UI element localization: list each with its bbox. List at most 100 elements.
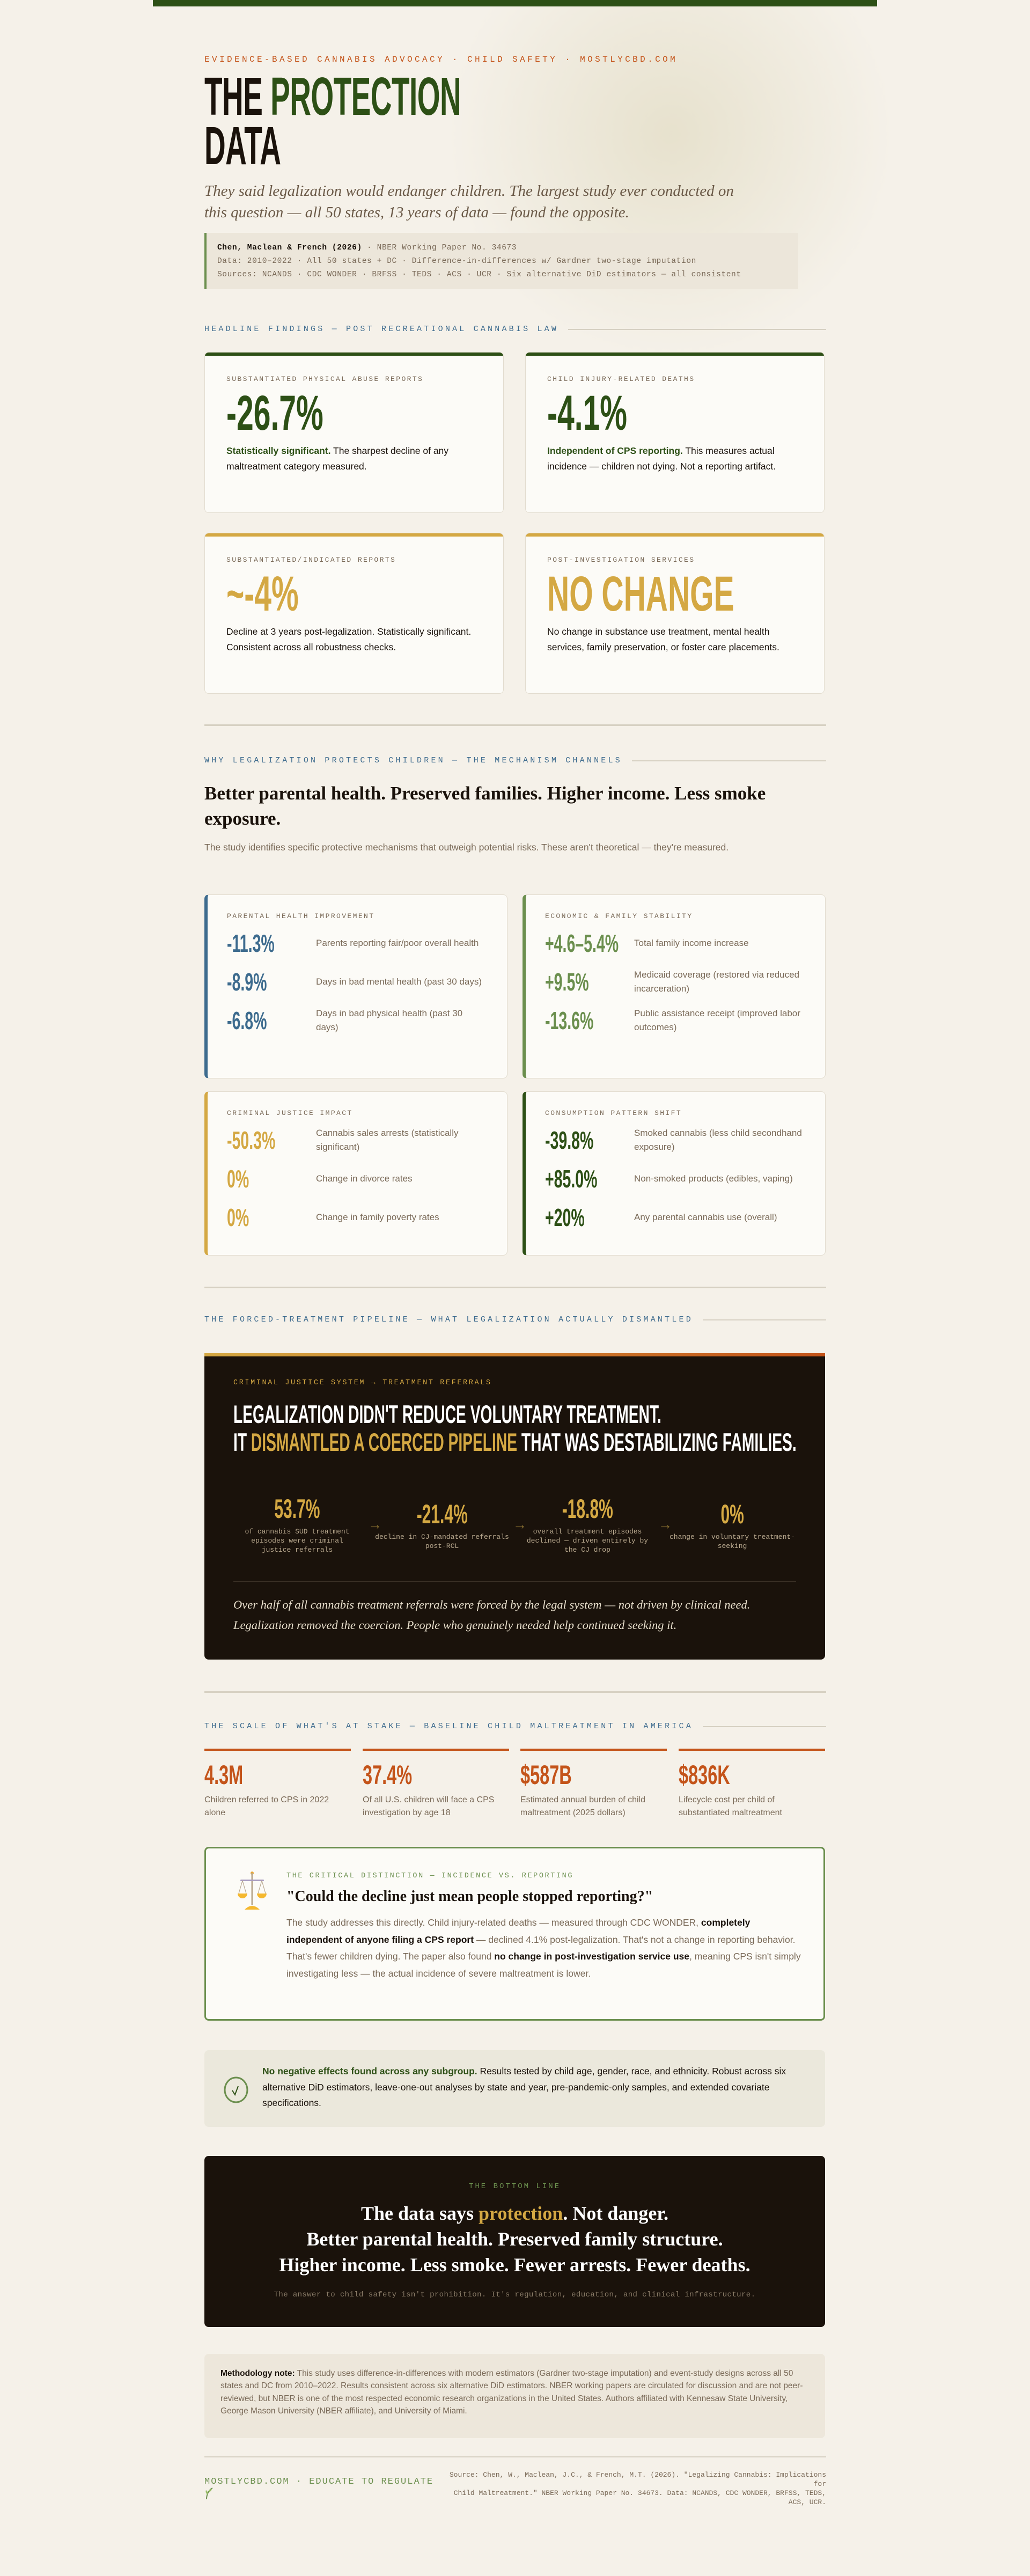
section-label-pipeline: THE FORCED-TREATMENT PIPELINE — WHAT LEG… (204, 1315, 826, 1324)
mechanism-card: CRIMINAL JUSTICE IMPACT -50.3% Cannabis sa… (204, 1091, 507, 1256)
mechanism-description: The study identifies specific protective… (204, 842, 729, 853)
metric-value: -50.3% (227, 1127, 316, 1154)
card-label: SUBSTANTIATED PHYSICAL ABUSE REPORTS (226, 375, 424, 383)
footer-brand-text[interactable]: MOSTLYCBD.COM · EDUCATE TO REGULATE (204, 2477, 434, 2487)
section-label-text: WHY LEGALIZATION PROTECTS CHILDREN — THE… (204, 756, 622, 765)
scale-stat: $587B Estimated annual burden of child ma… (520, 1749, 667, 1819)
headline-text: The data says (360, 2203, 479, 2224)
metric-row: -13.6% Public assistance receipt (improve… (545, 1005, 804, 1036)
card-desc-text: This measures actual incidence — childre… (547, 445, 776, 472)
page-subtitle: They said legalization would endanger ch… (204, 182, 734, 221)
pipeline-stat: -21.4% decline in CJ-mandated referrals p… (375, 1499, 509, 1551)
metric-value-text: -6.8% (227, 1007, 267, 1034)
stat-value-text: 53.7% (274, 1494, 320, 1524)
scale-stat-desc: Estimated annual burden of child maltrea… (520, 1795, 646, 1817)
pipeline-headline: LEGALIZATION DIDN'T REDUCE VOLUNTARY TRE… (233, 1400, 825, 1456)
pipeline-quote: Over half of all cannabis treatment refe… (233, 1598, 751, 1632)
metric-value-text: -13.6% (545, 1007, 594, 1034)
card-lead: Statistically significant. (226, 445, 331, 456)
metric-value: -8.9% (227, 968, 316, 995)
metric-row: 0% Change in divorce rates (227, 1163, 485, 1194)
metric-desc: Parents reporting fair/poor overall heal… (316, 938, 479, 948)
card-description: Decline at 3 years post-legalization. St… (226, 624, 482, 655)
card-label: CHILD INJURY-RELATED DEATHS (547, 375, 695, 383)
pipeline-stat: -18.8% overall treatment episodes decline… (520, 1494, 654, 1554)
metric-value: 0% (227, 1165, 316, 1192)
robust-lead: No negative effects found across any sub… (262, 2066, 477, 2076)
methodology-note: Methodology note: This study uses differ… (204, 2354, 825, 2438)
section-divider (204, 1691, 826, 1693)
gradient-bar (204, 1353, 825, 1356)
section-label-mechanism: WHY LEGALIZATION PROTECTS CHILDREN — THE… (204, 756, 826, 765)
card-label: POST-INVESTIGATION SERVICES (547, 556, 695, 564)
card-desc-text: No change in substance use treatment, me… (547, 626, 779, 652)
card-value: -26.7% (226, 388, 482, 440)
pipeline-stat-value: 53.7% (230, 1494, 364, 1524)
title-word-the: THE (204, 67, 263, 127)
metric-value-text: 0% (227, 1165, 249, 1193)
section-label-headline: HEADLINE FINDINGS — POST RECREATIONAL CA… (204, 325, 826, 334)
mechanism-card: PARENTAL HEALTH IMPROVEMENT -11.3% Parents… (204, 894, 507, 1078)
metric-value-text: +4.6–5.4% (545, 929, 619, 957)
scale-stat-value-text: $587B (520, 1760, 572, 1790)
pipeline-stat-caption: decline in CJ-mandated referrals post-RC… (375, 1533, 509, 1550)
metric-value: -39.8% (545, 1127, 634, 1154)
section-divider (204, 1287, 826, 1288)
mechanism-headline: Better parental health. Preserved famili… (204, 783, 766, 829)
card-accent-bar (205, 353, 503, 356)
citation-authors: Chen, Maclean & French (2026) (217, 244, 362, 252)
pipeline-stat-value: -18.8% (520, 1494, 654, 1524)
pipeline-headline-line1: LEGALIZATION DIDN'T REDUCE VOLUNTARY TRE… (233, 1400, 661, 1428)
stat-value-text: -18.8% (562, 1494, 613, 1524)
pipeline-panel: CRIMINAL JUSTICE SYSTEM → TREATMENT REFE… (204, 1353, 825, 1660)
citation-sources: Sources: NCANDS · CDC WONDER · BRFSS · T… (217, 270, 741, 279)
pipeline-stat-caption: of cannabis SUD treatment episodes were … (245, 1528, 350, 1554)
page-title: THE PROTECTION DATA (204, 70, 671, 176)
source-line: Source: Chen, W., Maclean, J.C., & Frenc… (449, 2471, 826, 2488)
card-desc-text: Decline at 3 years post-legalization. St… (226, 626, 472, 652)
pipeline-stat: 53.7% of cannabis SUD treatment episodes … (230, 1494, 364, 1554)
arrow-right-icon: → (658, 1516, 672, 1532)
metric-row: -39.8% Smoked cannabis (less child second… (545, 1125, 804, 1156)
divider (702, 1726, 826, 1727)
pipeline-stat-value: 0% (665, 1499, 799, 1529)
body-emphasis: no change in post-investigation service … (494, 1951, 689, 1962)
footer-source: Source: Chen, W., Maclean, J.C., & Frenc… (440, 2470, 826, 2507)
card-value-text: ~-4% (226, 567, 299, 621)
headline-text: Better parental health. Preserved family… (279, 2228, 751, 2276)
card-accent-bar (205, 533, 503, 537)
mechanism-card-label: CONSUMPTION PATTERN SHIFT (545, 1109, 682, 1117)
citation-data: Data: 2010–2022 · All 50 states + DC · D… (217, 257, 696, 266)
metric-row: +85.0% Non-smoked products (edibles, vapi… (545, 1163, 804, 1194)
source-line: Child Maltreatment." NBER Working Paper … (453, 2489, 826, 2506)
metric-row: -11.3% Parents reporting fair/poor overal… (227, 928, 485, 959)
pipeline-stat-caption: change in voluntary treatment-seeking (669, 1533, 796, 1550)
metric-row: +9.5% Medicaid coverage (restored via red… (545, 966, 804, 997)
metric-desc: Days in bad mental health (past 30 days) (316, 977, 482, 987)
title-word-data: DATA (204, 116, 281, 176)
metric-desc: Change in divorce rates (316, 1173, 413, 1184)
scale-stat-value-text: 37.4% (363, 1760, 413, 1790)
card-accent-bar (526, 533, 824, 537)
metric-row: -8.9% Days in bad mental health (past 30 … (227, 966, 485, 997)
mechanism-card: ECONOMIC & FAMILY STABILITY +4.6–5.4% Tota… (523, 894, 826, 1078)
headline-text: . Not danger. (563, 2203, 669, 2224)
metric-value-text: +85.0% (545, 1165, 598, 1193)
scale-stat-value: $587B (520, 1760, 667, 1789)
card-value: NO CHANGE (547, 569, 803, 621)
pipeline-kicker: CRIMINAL JUSTICE SYSTEM → TREATMENT REFE… (233, 1379, 492, 1387)
robustness-note: No negative effects found across any sub… (204, 2050, 825, 2127)
body-emphasis: completely independent of anyone filing … (286, 1917, 751, 1945)
metric-value-text: +20% (545, 1203, 585, 1231)
bottom-line-panel: THE BOTTOM LINE The data says protection… (204, 2156, 825, 2327)
card-value: -4.1% (547, 388, 803, 440)
finding-card: POST-INVESTIGATION SERVICES NO CHANGE No c… (525, 533, 825, 694)
card-label: SUBSTANTIATED/INDICATED REPORTS (226, 556, 396, 564)
mechanism-card-label: CRIMINAL JUSTICE IMPACT (227, 1109, 353, 1117)
top-accent-bar (153, 0, 877, 6)
finding-card: SUBSTANTIATED PHYSICAL ABUSE REPORTS -26.… (204, 352, 504, 513)
citation-paper: · NBER Working Paper No. 34673 (362, 244, 517, 252)
body-text: The study addresses this directly. Child… (286, 1917, 701, 1928)
section-label-text: THE SCALE OF WHAT'S AT STAKE — BASELINE … (204, 1722, 693, 1731)
scale-stat-value: 37.4% (363, 1760, 509, 1789)
